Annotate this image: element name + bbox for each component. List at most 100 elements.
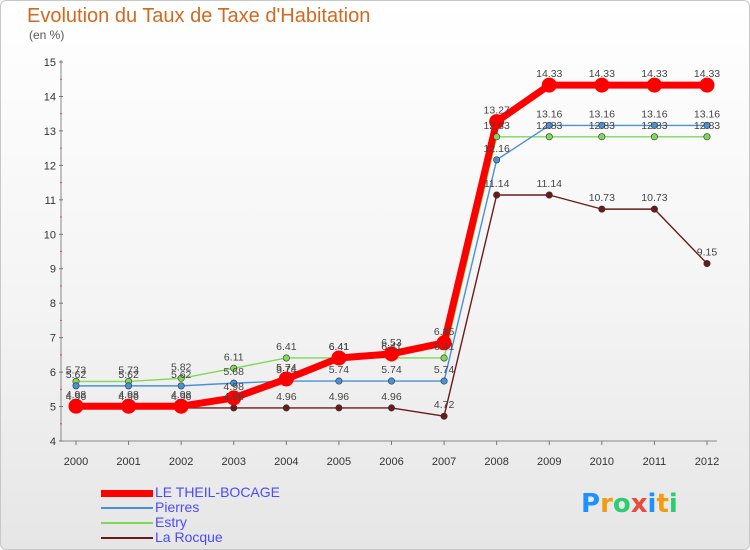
data-point	[703, 121, 711, 129]
data-label: 4.96	[66, 391, 87, 403]
line-chart: 4 5 6 7 8 9 10 11 12 13 14 15 2000 2001 2002 2003 2004 20…	[44, 57, 721, 468]
x-tick-label: 2005	[327, 456, 351, 468]
y-tick-label: 6	[50, 367, 56, 379]
data-point	[594, 77, 610, 93]
legend-swatch	[101, 537, 153, 539]
data-label: 4.98	[224, 381, 245, 393]
data-label: 5.82	[171, 361, 192, 373]
data-point	[230, 404, 238, 412]
logo-letter: i	[668, 489, 678, 519]
data-label: 5.73	[66, 364, 87, 376]
data-label: 6.41	[381, 341, 402, 353]
data-label: 4.96	[381, 391, 402, 403]
data-label: 5.74	[329, 364, 350, 376]
data-point	[177, 374, 185, 382]
data-label: 12.83	[694, 120, 720, 132]
data-point	[489, 114, 505, 130]
data-point	[177, 382, 185, 390]
data-label: 4.72	[434, 399, 455, 411]
data-label: 6.85	[434, 326, 455, 338]
legend-swatch	[101, 507, 153, 509]
logo-letter: i	[647, 489, 657, 519]
data-label: 12.83	[641, 120, 667, 132]
data-label: 13.16	[641, 108, 667, 120]
data-label: 13.16	[589, 108, 615, 120]
data-point	[335, 404, 343, 412]
data-point	[440, 377, 448, 385]
data-point	[650, 121, 658, 129]
data-point	[173, 398, 189, 414]
data-label: 4.96	[171, 391, 192, 403]
data-point	[598, 121, 606, 129]
data-point	[545, 121, 553, 129]
y-tick-label: 7	[50, 333, 56, 345]
x-tick-label: 2001	[116, 456, 140, 468]
data-point	[335, 377, 343, 385]
axes: 4 5 6 7 8 9 10 11 12 13 14 15 2000 2001 2002 2003 2004 20…	[44, 57, 719, 468]
data-point	[230, 379, 238, 387]
data-label: 6.11	[224, 351, 244, 363]
y-unit-label: (en %)	[29, 28, 65, 42]
data-label: 13.16	[536, 108, 562, 120]
data-point	[68, 398, 84, 414]
x-tick-label: 2006	[379, 456, 403, 468]
data-label: 9.15	[697, 247, 718, 259]
data-label: 5.68	[224, 366, 245, 378]
data-label: 14.33	[694, 68, 720, 80]
data-label: 6.41	[276, 341, 297, 353]
data-point	[650, 133, 658, 141]
data-point	[440, 354, 448, 362]
y-tick-label: 12	[44, 160, 56, 172]
data-label: 10.73	[641, 192, 667, 204]
logo-letter: t	[656, 489, 669, 519]
y-tick-label: 13	[44, 126, 56, 138]
data-point	[493, 133, 501, 141]
data-label: 14.33	[641, 68, 667, 80]
data-point	[703, 133, 711, 141]
x-tick-label: 2011	[643, 456, 667, 468]
data-point	[541, 77, 557, 93]
y-tick-label: 5	[50, 402, 56, 414]
logo-letter: x	[630, 489, 648, 519]
y-tick-label: 4	[50, 436, 56, 448]
data-point	[440, 412, 448, 420]
legend-label: LE THEIL-BOCAGE	[155, 484, 281, 500]
data-label: 5.62	[171, 369, 192, 381]
logo-letter: o	[612, 489, 631, 519]
data-point	[699, 77, 715, 93]
data-label: 14.33	[589, 68, 615, 80]
data-label: 6.41	[329, 341, 350, 353]
data-label: 4.96	[118, 391, 139, 403]
data-label: 12.83	[536, 120, 562, 132]
data-label: 5.62	[118, 369, 139, 381]
data-point	[387, 404, 395, 412]
data-label: 5.62	[66, 369, 87, 381]
data-label: 11.14	[537, 178, 563, 190]
data-label: 12.16	[484, 143, 510, 155]
data-label: 5.74	[276, 364, 297, 376]
data-point	[121, 398, 137, 414]
data-point	[598, 205, 606, 213]
data-label: 4.98	[171, 389, 192, 401]
data-label: 5.74	[381, 364, 402, 376]
data-point	[278, 371, 294, 387]
data-point	[598, 133, 606, 141]
data-point	[646, 77, 662, 93]
x-tick-label: 2003	[222, 456, 246, 468]
legend-swatch	[101, 490, 153, 497]
data-label: 4.98	[118, 389, 139, 401]
data-label: 5.74	[434, 364, 455, 376]
data-label: 12.83	[589, 120, 615, 132]
legend-swatch	[101, 522, 153, 524]
data-point	[384, 346, 399, 362]
y-tick-label: 8	[50, 298, 56, 310]
data-label: 4.96	[224, 391, 245, 403]
data-label: 6.53	[381, 337, 402, 349]
y-tick-label: 15	[44, 57, 56, 69]
data-point	[493, 156, 501, 164]
data-point	[545, 191, 553, 199]
data-label: 4.96	[276, 391, 297, 403]
x-tick-label: 2002	[169, 456, 193, 468]
data-label: 4.98	[66, 389, 87, 401]
